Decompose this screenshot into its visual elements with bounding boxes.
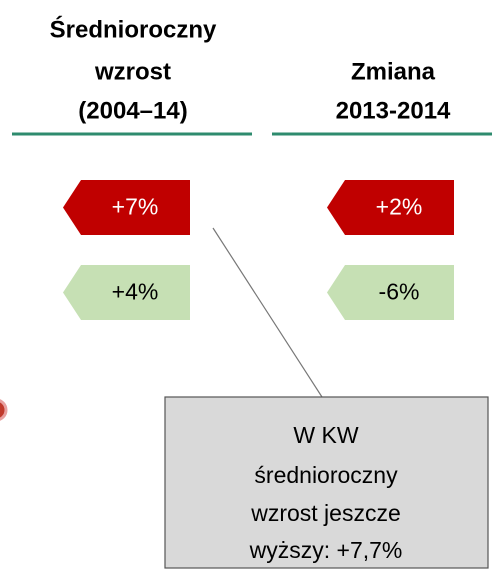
header-line: 2013-2014 bbox=[336, 97, 451, 124]
callout-line: W KW bbox=[293, 422, 358, 448]
badge-label: +2% bbox=[376, 194, 423, 220]
badges: +7% +2% +4% -6% bbox=[63, 180, 454, 320]
badge-label: -6% bbox=[379, 279, 420, 305]
callout-line: średnioroczny bbox=[254, 462, 398, 488]
badge-shape bbox=[327, 265, 454, 320]
header-line: wzrost bbox=[94, 58, 171, 85]
badge-shape bbox=[327, 180, 454, 235]
callout-line: wzrost jeszcze bbox=[250, 500, 401, 526]
header-line: Zmiana bbox=[351, 58, 436, 85]
badge-label: +7% bbox=[112, 194, 159, 220]
badge-shape bbox=[63, 265, 190, 320]
callout-pointer bbox=[212, 227, 323, 398]
badge-label: +4% bbox=[112, 279, 159, 305]
callout-box bbox=[164, 396, 489, 569]
badge-shape bbox=[63, 180, 190, 235]
header-line: (2004–14) bbox=[78, 97, 187, 124]
decor-dot bbox=[0, 399, 8, 421]
header-line: Średnioroczny bbox=[50, 15, 217, 43]
callout-line: wyższy: +7,7% bbox=[249, 537, 403, 563]
